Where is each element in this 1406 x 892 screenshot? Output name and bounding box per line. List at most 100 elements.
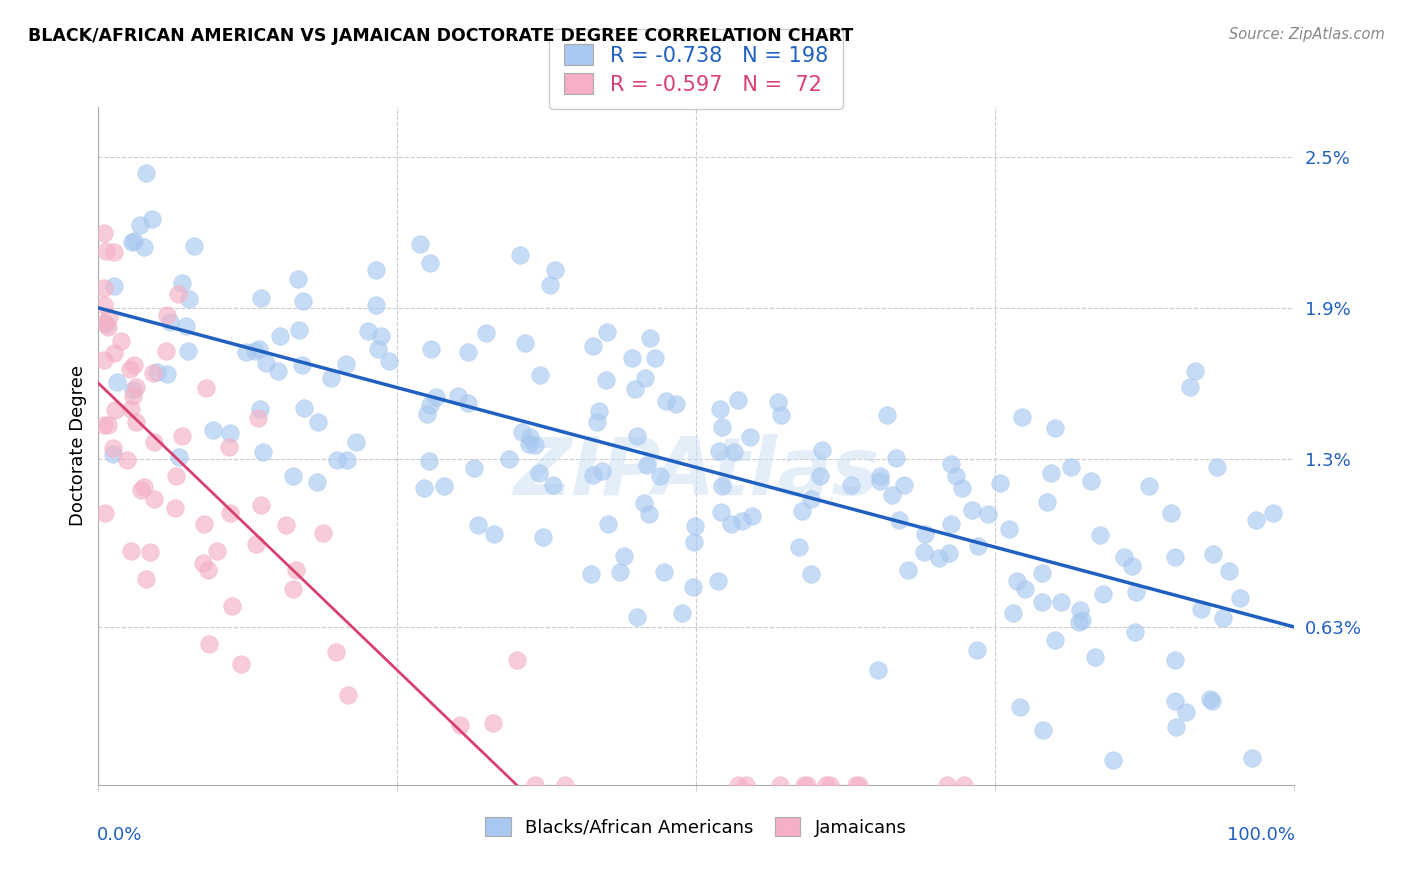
Text: ZIPAtlas: ZIPAtlas (513, 434, 879, 512)
Point (1092, 586, 1115, 600)
Point (1121, 558, 1143, 573)
Point (357, 324, 380, 338)
Point (336, 688, 359, 702)
Point (142, 366, 165, 380)
Point (274, 517, 297, 532)
Point (193, 517, 215, 532)
Point (305, 475, 328, 489)
Point (734, 778, 756, 792)
Point (624, 382, 647, 396)
Point (409, 237, 432, 252)
Point (636, 458, 658, 472)
Point (103, 245, 125, 260)
Point (554, 778, 576, 792)
Point (201, 423, 224, 437)
Point (94, 244, 117, 259)
Point (336, 452, 359, 467)
Point (103, 346, 125, 360)
Point (579, 567, 602, 582)
Point (609, 566, 631, 580)
Point (513, 336, 536, 351)
Point (463, 461, 485, 475)
Point (738, 430, 761, 444)
Point (953, 778, 976, 792)
Point (254, 356, 277, 370)
Point (596, 516, 619, 531)
Point (97, 319, 120, 334)
Point (582, 468, 605, 483)
Point (1102, 753, 1125, 767)
Point (101, 447, 124, 461)
Point (1218, 565, 1240, 579)
Point (1031, 595, 1053, 609)
Point (122, 234, 145, 248)
Point (325, 645, 347, 659)
Point (1164, 653, 1187, 667)
Point (129, 218, 152, 232)
Point (793, 778, 815, 792)
Point (121, 235, 143, 249)
Point (935, 778, 957, 792)
Point (250, 291, 273, 305)
Point (449, 718, 471, 732)
Point (596, 325, 619, 339)
Point (221, 599, 243, 614)
Point (105, 376, 128, 390)
Point (139, 545, 162, 559)
Point (977, 507, 1000, 521)
Point (364, 263, 387, 277)
Point (1163, 694, 1185, 708)
Point (1080, 475, 1102, 489)
Point (143, 435, 166, 450)
Point (1160, 506, 1182, 520)
Point (814, 778, 837, 792)
Point (720, 516, 742, 531)
Point (121, 383, 143, 397)
Point (638, 508, 661, 522)
Text: 100.0%: 100.0% (1226, 826, 1295, 844)
Point (97, 417, 120, 432)
Point (510, 425, 533, 439)
Point (125, 380, 148, 394)
Point (419, 398, 441, 412)
Point (143, 492, 166, 507)
Point (1069, 603, 1091, 617)
Point (174, 319, 197, 334)
Point (626, 429, 648, 443)
Point (1014, 582, 1036, 597)
Point (291, 358, 314, 372)
Point (633, 495, 655, 509)
Point (538, 278, 561, 293)
Point (319, 371, 342, 385)
Point (585, 415, 607, 429)
Point (727, 778, 749, 792)
Point (1166, 721, 1188, 735)
Point (94, 317, 117, 331)
Point (1031, 566, 1053, 581)
Point (447, 389, 470, 403)
Point (941, 516, 963, 531)
Point (475, 326, 498, 341)
Point (914, 527, 936, 541)
Point (135, 166, 157, 180)
Point (481, 716, 503, 731)
Point (988, 475, 1011, 490)
Point (770, 408, 793, 422)
Point (97, 310, 120, 324)
Point (498, 452, 520, 467)
Point (219, 426, 242, 441)
Point (1174, 705, 1197, 719)
Point (1261, 506, 1284, 520)
Point (1050, 595, 1073, 609)
Point (93, 226, 115, 240)
Point (706, 574, 728, 589)
Point (727, 392, 749, 407)
Point (683, 534, 706, 549)
Point (839, 477, 862, 491)
Point (1039, 466, 1062, 480)
Point (1031, 723, 1053, 738)
Point (122, 359, 145, 373)
Point (880, 488, 903, 502)
Point (132, 480, 155, 494)
Point (506, 653, 529, 667)
